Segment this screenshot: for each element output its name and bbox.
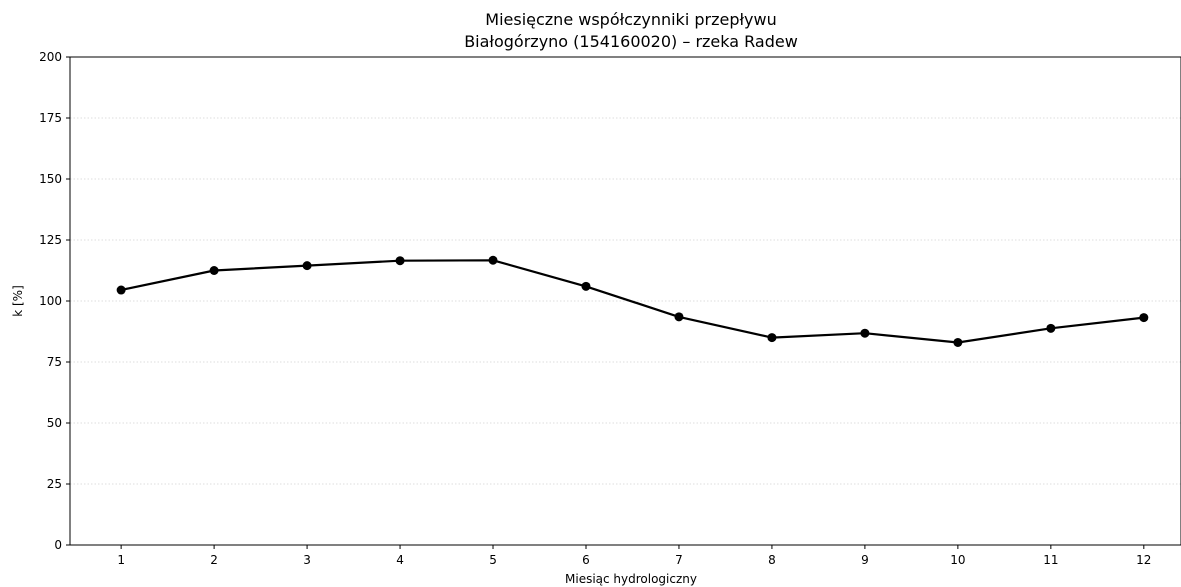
y-tick-label: 175 [39,111,62,125]
data-point [116,285,126,295]
x-tick-label: 4 [396,553,404,567]
x-axis-label: Miesiąc hydrologiczny [565,572,697,586]
x-tick-label: 2 [210,553,218,567]
y-tick-label: 125 [39,233,62,247]
chart-title: Miesięczne współczynniki przepływu [485,10,776,29]
y-tick-label: 150 [39,172,62,186]
x-tick-label: 8 [768,553,776,567]
data-point [1046,323,1056,333]
x-tick-label: 6 [582,553,590,567]
y-tick-label: 75 [47,355,62,369]
data-point [395,256,405,266]
x-tick-label: 3 [303,553,311,567]
data-point [1139,313,1149,323]
data-point [767,333,777,343]
data-point [488,255,498,265]
x-tick-label: 9 [861,553,869,567]
y-tick-label: 0 [54,538,62,552]
series-line [120,259,1144,344]
x-tick-label: 12 [1136,553,1151,567]
data-point [209,266,219,275]
y-tick-label: 25 [47,477,62,491]
x-tick-label: 11 [1043,553,1058,567]
x-tick-label: 7 [675,553,683,567]
data-point [581,281,591,291]
x-axis-ticks: 1 2 3 4 5 6 7 8 9 10 11 12 [117,545,1151,567]
x-tick-label: 10 [950,553,965,567]
data-point [953,337,963,347]
y-tick-label: 50 [47,416,62,430]
y-axis-ticks: 0 25 50 75 100 125 150 175 200 [39,50,70,552]
data-point [302,261,312,271]
data-point [674,312,684,322]
y-tick-label: 200 [39,50,62,64]
data-point [860,328,870,338]
gridlines [70,117,1181,485]
x-tick-label: 5 [489,553,497,567]
y-tick-label: 100 [39,294,62,308]
x-tick-label: 1 [117,553,125,567]
plot-frame [69,56,1181,546]
data-series [116,255,1149,347]
chart-subtitle: Białogórzyno (154160020) – rzeka Radew [464,32,798,51]
y-axis-label: k [%] [11,285,25,317]
